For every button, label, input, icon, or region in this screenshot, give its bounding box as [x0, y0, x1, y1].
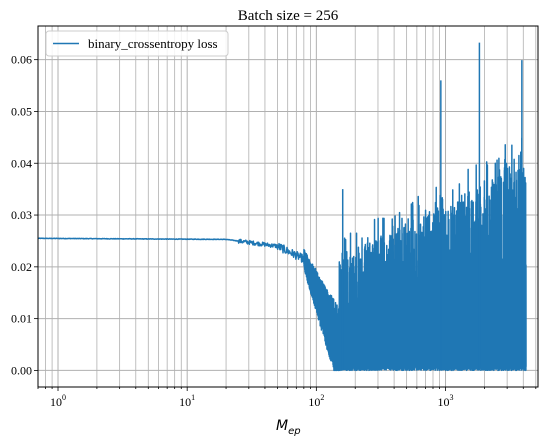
y-tick-label: 0.05 [11, 104, 32, 118]
y-tick-label: 0.06 [11, 53, 32, 67]
legend-box [45, 30, 229, 57]
x-axis-label: Mep [276, 418, 301, 437]
y-tick-label: 0.00 [11, 363, 32, 377]
x-axis-label-main: M [276, 418, 288, 434]
series-line-group [37, 42, 527, 372]
chart-title: Batch size = 256 [238, 8, 339, 24]
grid [37, 26, 538, 387]
x-tick-label: 100 [50, 393, 66, 409]
x-tick-label: 103 [438, 393, 454, 409]
axis-ticks: 0.00 0.01 0.02 0.03 0.04 0.05 0.06 100 101 102 103 [11, 53, 537, 409]
y-tick-label: 0.01 [11, 312, 32, 326]
x-tick-label: 101 [179, 393, 195, 409]
y-tick-label: 0.04 [11, 156, 32, 170]
y-tick-label: 0.03 [11, 208, 32, 222]
legend-label: binary_crossentropy loss [88, 36, 218, 51]
series-line-binary-crossentropy-loss [37, 137, 527, 372]
legend: binary_crossentropy loss [45, 30, 229, 57]
x-axis-label-subscript: ep [288, 426, 301, 437]
y-tick-label: 0.02 [11, 260, 32, 274]
x-tick-label: 102 [308, 393, 324, 409]
